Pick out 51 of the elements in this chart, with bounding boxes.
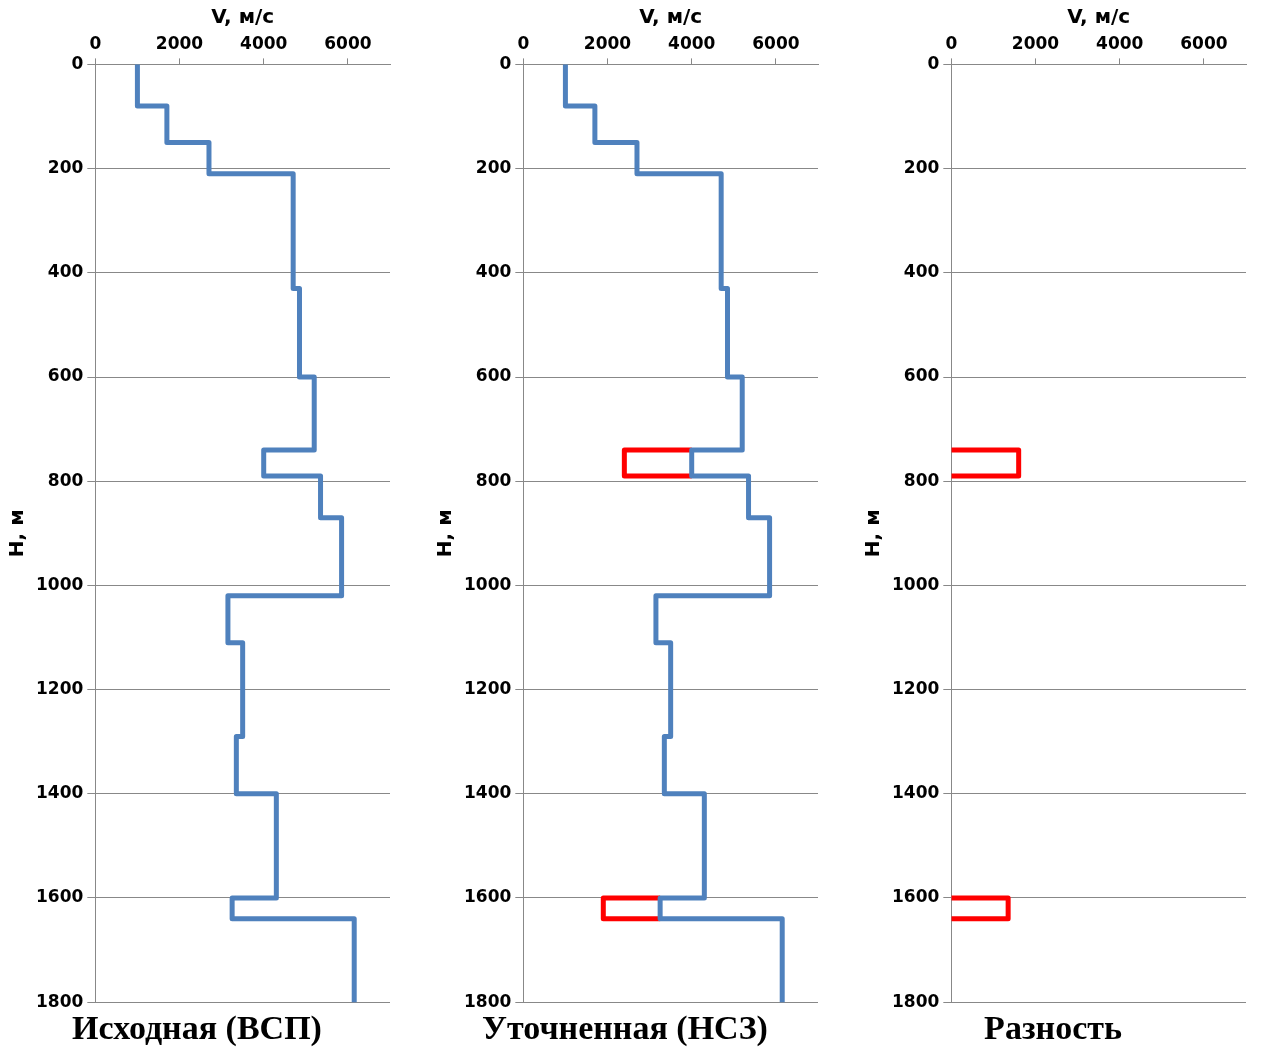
x-tick-label: 4000 xyxy=(240,32,288,53)
x-tick-label: 0 xyxy=(89,32,102,53)
y-tick-label: 1000 xyxy=(463,573,512,594)
x-tick-label: 6000 xyxy=(1180,32,1228,53)
y-tick-label: 400 xyxy=(475,261,512,282)
y-tick-label: 800 xyxy=(475,469,512,490)
x-tick-label: 0 xyxy=(945,32,958,53)
x-axis-title: V, м/с xyxy=(1067,4,1131,29)
x-axis-title: V, м/с xyxy=(211,4,275,29)
text: Уточненная (НСЗ) xyxy=(482,1009,768,1048)
x-tick-label: 0 xyxy=(517,32,530,53)
y-tick-label: 1800 xyxy=(891,990,940,1011)
x-tick-label: 2000 xyxy=(1011,32,1060,53)
y-tick-label: 200 xyxy=(475,157,512,178)
y-axis-title: H, м xyxy=(432,509,457,558)
y-axis-title: H, м xyxy=(4,509,29,558)
y-axis-title: H, м xyxy=(860,509,885,558)
y-tick-label: 0 xyxy=(499,52,512,73)
y-tick-label: 1600 xyxy=(35,886,84,907)
y-tick-label: 400 xyxy=(47,261,84,282)
y-tick-label: 400 xyxy=(903,261,940,282)
y-tick-label: 1000 xyxy=(891,573,940,594)
y-tick-label: 1400 xyxy=(35,782,84,803)
y-tick-label: 800 xyxy=(47,469,84,490)
x-tick-label: 4000 xyxy=(1096,32,1144,53)
y-tick-label: 1200 xyxy=(35,678,84,699)
x-tick-label: 6000 xyxy=(324,32,372,53)
text: Разность xyxy=(984,1009,1122,1047)
y-tick-label: 1200 xyxy=(891,678,940,699)
x-tick-label: 6000 xyxy=(752,32,800,53)
y-tick-label: 200 xyxy=(47,157,84,178)
y-tick-label: 200 xyxy=(903,157,940,178)
x-tick-label: 4000 xyxy=(668,32,716,53)
y-tick-label: 0 xyxy=(927,52,940,73)
y-tick-label: 1000 xyxy=(35,573,84,594)
y-tick-label: 0 xyxy=(71,52,84,73)
y-tick-label: 800 xyxy=(903,469,940,490)
x-tick-label: 2000 xyxy=(155,32,204,53)
y-tick-label: 1800 xyxy=(35,990,84,1011)
y-tick-label: 1400 xyxy=(891,782,940,803)
y-tick-label: 600 xyxy=(475,365,512,386)
y-tick-label: 600 xyxy=(903,365,940,386)
y-tick-label: 1600 xyxy=(463,886,512,907)
y-tick-label: 1200 xyxy=(463,678,512,699)
text: Исходная (ВСП) xyxy=(72,1009,322,1048)
y-tick-label: 1800 xyxy=(463,990,512,1011)
y-tick-label: 1400 xyxy=(463,782,512,803)
x-tick-label: 2000 xyxy=(583,32,632,53)
y-tick-label: 1600 xyxy=(891,886,940,907)
y-tick-label: 600 xyxy=(47,365,84,386)
x-axis-title: V, м/с xyxy=(639,4,703,29)
